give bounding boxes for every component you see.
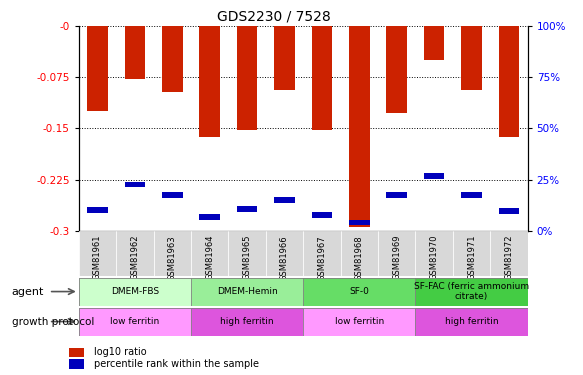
Bar: [303, 278, 415, 306]
Bar: [125, 26, 145, 80]
Text: GSM81969: GSM81969: [392, 235, 401, 280]
Bar: [340, 231, 378, 276]
Text: SF-0: SF-0: [349, 287, 369, 296]
Text: GSM81972: GSM81972: [504, 235, 514, 280]
Bar: [461, 192, 482, 198]
Bar: [191, 231, 229, 276]
Bar: [162, 26, 182, 92]
Bar: [199, 26, 220, 137]
Bar: [116, 231, 153, 276]
Bar: [498, 26, 519, 137]
Text: DMEM-FBS: DMEM-FBS: [111, 287, 159, 296]
Text: GDS2230 / 7528: GDS2230 / 7528: [217, 9, 331, 23]
Bar: [349, 26, 370, 227]
Bar: [87, 207, 108, 213]
Text: low ferritin: low ferritin: [335, 317, 384, 326]
Bar: [415, 278, 528, 306]
Bar: [274, 197, 295, 203]
Text: GSM81967: GSM81967: [317, 235, 326, 280]
Bar: [199, 214, 220, 220]
Bar: [453, 231, 490, 276]
Bar: [153, 231, 191, 276]
Bar: [490, 231, 528, 276]
Bar: [162, 192, 182, 198]
Bar: [349, 220, 370, 225]
Text: GSM81970: GSM81970: [430, 235, 438, 280]
Bar: [237, 26, 257, 130]
Bar: [387, 26, 407, 113]
Text: GSM81963: GSM81963: [168, 235, 177, 280]
Bar: [415, 231, 453, 276]
Text: GSM81964: GSM81964: [205, 235, 214, 280]
Bar: [229, 231, 266, 276]
Text: GSM81962: GSM81962: [131, 235, 139, 280]
Text: agent: agent: [12, 287, 44, 297]
Bar: [191, 308, 303, 336]
Text: DMEM-Hemin: DMEM-Hemin: [217, 287, 278, 296]
Bar: [79, 231, 116, 276]
Text: GSM81965: GSM81965: [243, 235, 251, 280]
Bar: [461, 26, 482, 90]
Bar: [191, 278, 303, 306]
Bar: [311, 212, 332, 217]
Bar: [125, 182, 145, 187]
Text: high ferritin: high ferritin: [445, 317, 498, 326]
Text: log10 ratio: log10 ratio: [94, 347, 147, 357]
Bar: [424, 26, 444, 60]
Bar: [87, 26, 108, 111]
Text: GSM81968: GSM81968: [355, 235, 364, 280]
Bar: [79, 308, 191, 336]
Text: GSM81966: GSM81966: [280, 235, 289, 280]
Bar: [303, 231, 340, 276]
Text: GSM81971: GSM81971: [467, 235, 476, 280]
Bar: [274, 26, 295, 90]
Bar: [266, 231, 303, 276]
Text: percentile rank within the sample: percentile rank within the sample: [94, 359, 259, 369]
Bar: [69, 348, 84, 357]
Bar: [424, 173, 444, 179]
Text: high ferritin: high ferritin: [220, 317, 274, 326]
Text: SF-FAC (ferric ammonium
citrate): SF-FAC (ferric ammonium citrate): [414, 282, 529, 301]
Bar: [237, 206, 257, 212]
Text: growth protocol: growth protocol: [12, 317, 94, 327]
Bar: [69, 359, 84, 369]
Bar: [303, 308, 415, 336]
Bar: [415, 308, 528, 336]
Bar: [79, 278, 191, 306]
Text: GSM81961: GSM81961: [93, 235, 102, 280]
Bar: [387, 192, 407, 198]
Bar: [378, 231, 415, 276]
Bar: [311, 26, 332, 130]
Text: low ferritin: low ferritin: [110, 317, 159, 326]
Bar: [498, 208, 519, 214]
